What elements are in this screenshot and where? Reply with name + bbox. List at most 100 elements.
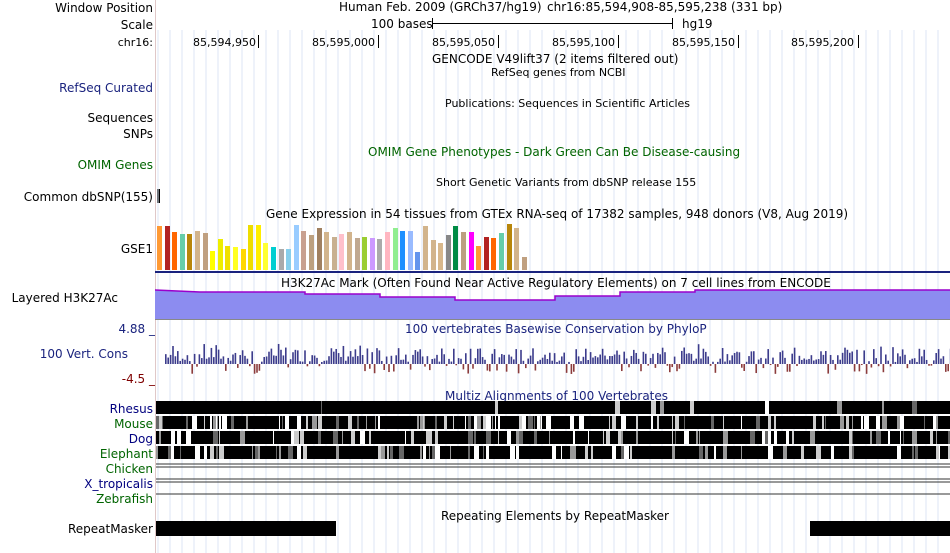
ruler-tick-label: 85,595,000	[312, 36, 375, 49]
ruler-tick-label: 85,595,200	[791, 36, 854, 49]
gtex-tissue-bar[interactable]	[445, 235, 451, 270]
phylop-title: 100 vertebrates Basewise Conservation by…	[405, 322, 707, 336]
gtex-tissue-bar[interactable]	[225, 246, 231, 270]
gtex-label[interactable]: GSE1	[120, 242, 153, 256]
refseq-title: RefSeq genes from NCBI	[491, 66, 626, 79]
gtex-tissue-bar[interactable]	[491, 238, 497, 270]
species-rhesus-label[interactable]: Rhesus	[109, 402, 153, 416]
scale-bar-left-tick	[432, 18, 433, 29]
omim-title: OMIM Gene Phenotypes - Dark Green Can Be…	[368, 145, 741, 159]
gtex-tissue-bar[interactable]	[316, 228, 322, 270]
gtex-tissue-bar[interactable]	[461, 232, 466, 270]
gtex-tissue-bar[interactable]	[514, 228, 520, 270]
assembly-text: Human Feb. 2009 (GRCh37/hg19)	[339, 0, 542, 14]
gtex-tissue-bar[interactable]	[438, 243, 444, 270]
gtex-tissue-bar[interactable]	[202, 233, 208, 270]
omim-label[interactable]: OMIM Genes	[77, 158, 153, 172]
species-xtropicalis-label[interactable]: X_tropicalis	[84, 477, 153, 491]
h3k27ac-title: H3K27Ac Mark (Often Found Near Active Re…	[281, 276, 831, 290]
phylop-signal	[165, 343, 950, 374]
gtex-tissue-bar[interactable]	[415, 252, 421, 270]
scale-bar-right-tick	[672, 18, 673, 29]
ruler-tick-label: 85,595,100	[552, 36, 615, 49]
gtex-tissue-bar[interactable]	[164, 226, 170, 270]
ruler-tick	[618, 35, 619, 48]
gtex-tissue-bar[interactable]	[263, 243, 269, 270]
gtex-tissue-bar[interactable]	[233, 247, 238, 270]
gtex-tissue-bar[interactable]	[369, 238, 375, 270]
snps-label[interactable]: SNPs	[123, 127, 153, 141]
scale-bar	[432, 23, 673, 24]
gtex-tissue-bar[interactable]	[278, 249, 284, 270]
gtex-tissue-bar[interactable]	[339, 234, 345, 270]
species-dog-label[interactable]: Dog	[128, 432, 153, 446]
gtex-tissue-bar[interactable]	[179, 234, 185, 270]
gtex-tissue-bar[interactable]	[407, 231, 413, 270]
position-text: chr16:85,594,908-85,595,238 (331 bp)	[547, 0, 783, 14]
sequences-label[interactable]: Sequences	[87, 111, 153, 125]
gtex-tissue-bar[interactable]	[271, 247, 276, 270]
gtex-tissue-bar[interactable]	[172, 232, 178, 270]
species-mouse-label[interactable]: Mouse	[114, 417, 153, 431]
gtex-tissue-bar[interactable]	[362, 237, 368, 270]
gtex-tissue-bar[interactable]	[468, 232, 474, 270]
phylop-min-label: -4.5 _	[121, 372, 155, 386]
species-zebrafish-label[interactable]: Zebrafish	[96, 492, 153, 506]
gtex-tissue-bar[interactable]	[331, 237, 337, 270]
gtex-tissue-bar[interactable]	[400, 231, 406, 270]
gtex-tissue-bar[interactable]	[423, 226, 428, 270]
chrom-label: chr16:	[117, 36, 153, 49]
gtex-tissue-bar[interactable]	[157, 226, 162, 270]
h3k27ac-signal	[155, 289, 950, 320]
gtex-tissue-bar[interactable]	[430, 240, 436, 270]
gtex-tissue-bar[interactable]	[195, 231, 200, 270]
phylop-max-label: 4.88 _	[118, 322, 155, 336]
gtex-tissue-bar[interactable]	[499, 233, 504, 270]
gtex-tissue-bar[interactable]	[377, 239, 383, 270]
ruler-tick	[738, 35, 739, 48]
dbsnp-label[interactable]: Common dbSNP(155)	[23, 190, 153, 204]
gtex-tissue-bar[interactable]	[483, 237, 489, 270]
gtex-tissue-bar[interactable]	[521, 257, 527, 270]
gtex-tissue-bar[interactable]	[324, 232, 330, 270]
gtex-tissue-bar[interactable]	[248, 225, 254, 270]
ruler-tick-label: 85,594,950	[193, 36, 256, 49]
repeatmasker-label[interactable]: RepeatMasker	[67, 522, 153, 536]
gtex-tissue-bar[interactable]	[392, 228, 398, 270]
gencode-title: GENCODE V49lift37 (2 items filtered out)	[432, 52, 679, 66]
gtex-tissue-bar[interactable]	[309, 235, 314, 270]
window-position-label: Window Position	[55, 1, 153, 15]
h3k27ac-label[interactable]: Layered H3K27Ac	[11, 291, 118, 305]
gtex-tissue-bar[interactable]	[354, 238, 360, 270]
refseq-label[interactable]: RefSeq Curated	[59, 81, 153, 95]
gtex-tissue-bar[interactable]	[240, 249, 246, 270]
gtex-tissue-bar[interactable]	[210, 251, 216, 270]
gtex-tissue-bar[interactable]	[255, 225, 261, 270]
species-elephant-label[interactable]: Elephant	[99, 447, 153, 461]
ruler-tick	[258, 35, 259, 48]
gtex-tissue-bar[interactable]	[453, 226, 459, 270]
species-chicken-label[interactable]: Chicken	[105, 462, 153, 476]
gtex-tissue-bar[interactable]	[286, 249, 292, 270]
gtex-tissue-bar[interactable]	[217, 239, 223, 270]
multiz-title: Multiz Alignments of 100 Vertebrates	[445, 389, 669, 403]
gtex-tissue-bar[interactable]	[506, 224, 512, 270]
repeat-title: Repeating Elements by RepeatMasker	[441, 509, 669, 523]
gtex-tissue-bar[interactable]	[301, 231, 307, 270]
gtex-title: Gene Expression in 54 tissues from GTEx …	[266, 207, 849, 221]
gtex-tissue-bar[interactable]	[476, 246, 482, 270]
repeat-element[interactable]	[156, 521, 336, 536]
dbsnp-title: Short Genetic Variants from dbSNP releas…	[436, 176, 697, 189]
gtex-tissue-bar[interactable]	[347, 232, 352, 270]
scale-text: 100 bases	[371, 17, 433, 31]
gtex-tissue-bar[interactable]	[293, 225, 299, 270]
gtex-tissue-bar[interactable]	[187, 234, 193, 270]
repeat-element[interactable]	[810, 521, 950, 536]
phylop-label[interactable]: 100 Vert. Cons	[39, 347, 128, 361]
gtex-tissue-bar[interactable]	[385, 232, 390, 270]
multiz-alignments	[156, 401, 950, 495]
ruler-tick	[378, 35, 379, 48]
publications-title: Publications: Sequences in Scientific Ar…	[445, 97, 690, 110]
ruler-tick	[498, 35, 499, 48]
h3k27ac-separator	[155, 319, 950, 320]
